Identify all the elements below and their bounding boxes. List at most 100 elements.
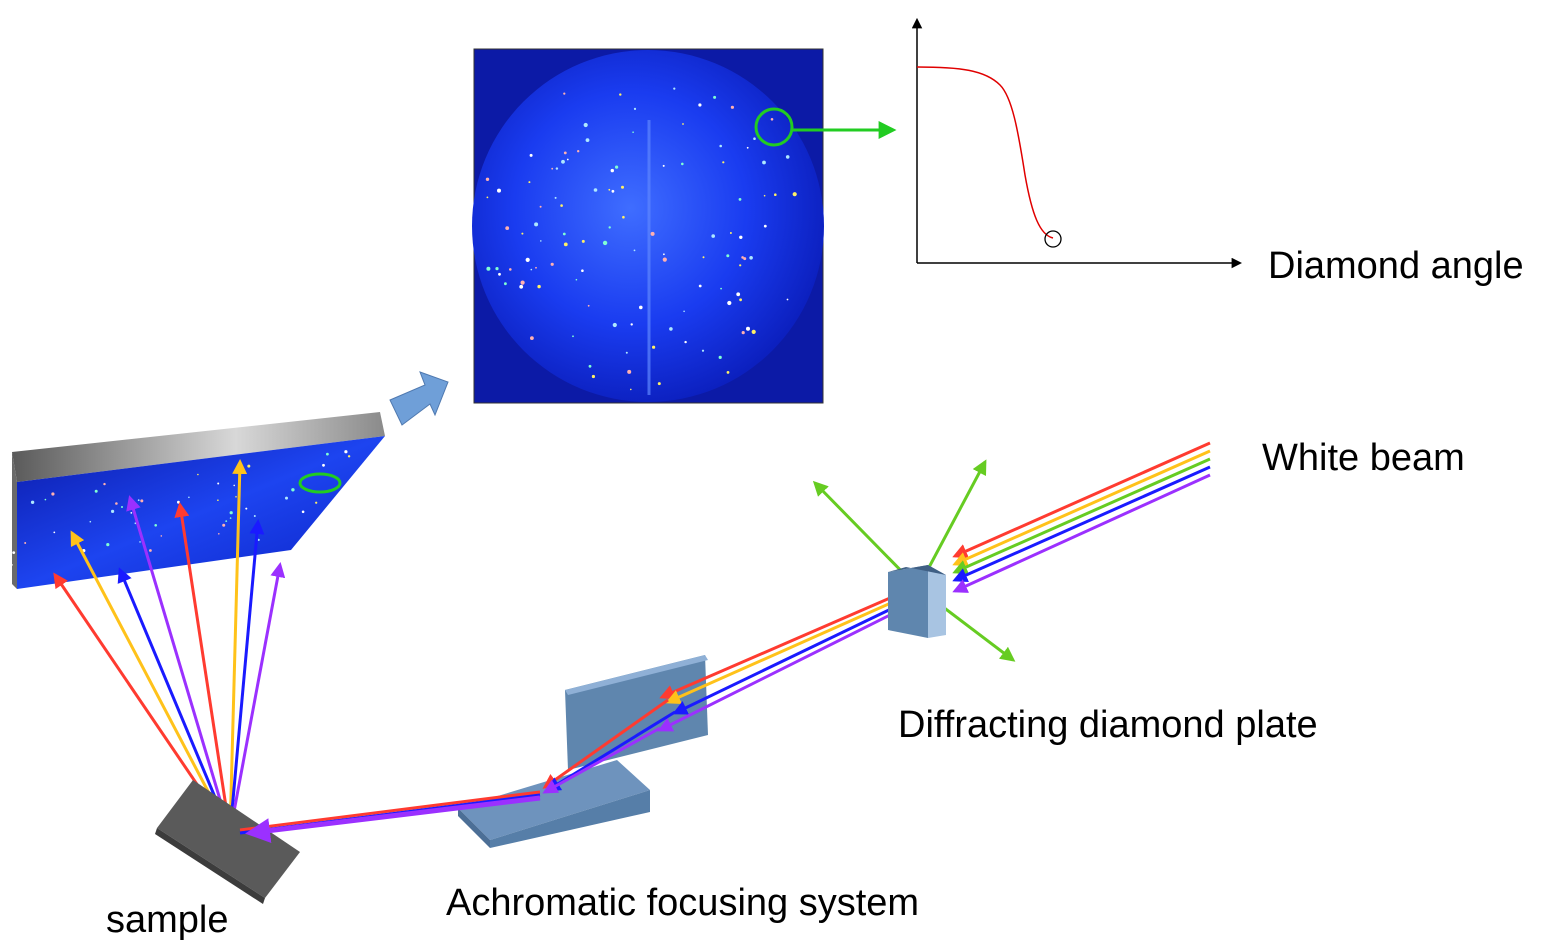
laue-spot <box>530 336 534 340</box>
diffracted-beam-red-2 <box>174 502 232 834</box>
laue-spot <box>662 164 665 167</box>
laue-spot <box>504 282 507 286</box>
laue-spot <box>540 240 542 242</box>
laue-spot <box>608 188 611 191</box>
laue-spot <box>486 266 491 271</box>
detector-spot <box>53 531 56 534</box>
laue-spot <box>563 151 567 155</box>
laue-spot <box>669 327 673 331</box>
detector-spot <box>89 520 92 523</box>
intensity-plot: Diamond angle <box>911 17 1524 287</box>
sample-label: sample <box>106 899 229 941</box>
laue-spot <box>563 242 568 247</box>
detector-spot <box>347 455 351 458</box>
laue-spot <box>683 310 685 313</box>
detector-spot <box>301 510 305 514</box>
laue-spot <box>572 335 574 338</box>
laue-spot <box>593 188 598 192</box>
laue-spot <box>633 107 637 110</box>
diffracted-beams <box>53 459 286 834</box>
detector-spot <box>326 452 329 456</box>
laue-spot <box>741 331 745 335</box>
white-beam-label: White beam <box>1262 437 1465 479</box>
laue-spot <box>727 300 732 306</box>
detector-spot <box>115 502 118 505</box>
detector-spot <box>235 496 237 498</box>
detector-spot <box>344 450 348 454</box>
detector-spot <box>222 523 226 527</box>
laue-spot <box>729 232 732 234</box>
laue-spot <box>575 278 578 281</box>
focused-beams <box>239 698 676 844</box>
detector-spot <box>51 492 55 496</box>
laue-spot <box>639 305 643 310</box>
laue-spot <box>657 382 661 386</box>
detector-spot <box>44 498 47 501</box>
laue-spot <box>534 222 539 227</box>
laue-spot <box>701 349 705 352</box>
laue-spot <box>615 165 619 169</box>
laue-spot <box>535 266 537 269</box>
laue-spot <box>785 155 790 159</box>
laue-spot <box>610 168 614 173</box>
laue-spot <box>520 280 525 285</box>
diffracted-beam-blue-1 <box>117 567 232 834</box>
diamond-plate <box>888 565 946 638</box>
white-beam <box>952 441 1211 593</box>
detector-spot <box>218 533 220 535</box>
laue-spot <box>509 268 512 271</box>
laue-spot <box>519 284 524 289</box>
detector-spot <box>130 512 133 514</box>
white-beam-yellow <box>952 449 1211 566</box>
reflected-beams <box>657 583 921 732</box>
laue-spot <box>682 123 684 125</box>
diamond-angle-label: Diamond angle <box>1268 245 1524 287</box>
laue-spot <box>621 185 624 189</box>
laue-spot <box>792 192 797 197</box>
intensity-curve <box>916 66 1054 239</box>
laue-spot <box>622 215 625 219</box>
laue-spot <box>762 160 766 165</box>
laue-spot <box>726 254 730 258</box>
detector-spot <box>94 489 98 493</box>
white-beam-violet <box>952 473 1211 593</box>
laue-spot <box>736 292 741 297</box>
laue-spot <box>630 388 632 391</box>
block-arrow-icon <box>389 371 449 426</box>
detector <box>10 412 385 589</box>
detector-spot <box>30 500 35 504</box>
laue-spot <box>602 240 608 246</box>
laue-spot <box>554 196 557 199</box>
laue-spot <box>718 355 722 359</box>
detector-spot <box>121 506 123 508</box>
detector-spot <box>139 541 141 543</box>
laue-spot <box>530 268 533 271</box>
laue-spot <box>525 257 530 262</box>
laue-spot <box>751 329 756 334</box>
laue-spot <box>619 93 622 96</box>
laue-spot <box>529 153 533 157</box>
detector-spot <box>322 463 325 467</box>
focusing-system-label: Achromatic focusing system <box>446 882 919 924</box>
detector-spot <box>140 499 144 503</box>
laue-spot <box>663 253 665 256</box>
detector-spot <box>154 524 157 527</box>
detector-spot <box>285 496 288 500</box>
focused-beam-violet <box>542 726 661 794</box>
sample-block <box>155 780 300 904</box>
laue-spot <box>608 226 611 229</box>
laue-spot <box>726 371 730 374</box>
laue-spot <box>577 150 580 153</box>
laue-spot <box>555 167 559 170</box>
detector-spot <box>12 551 16 554</box>
laue-spot <box>625 351 628 354</box>
diffracting-plate-label: Diffracting diamond plate <box>898 704 1318 746</box>
laue-spot <box>719 144 722 148</box>
laue-spot <box>786 298 789 301</box>
laue-spot <box>698 284 702 288</box>
reflected-beam-violet <box>657 598 921 732</box>
laue-spot <box>722 161 725 164</box>
laue-spots <box>485 87 797 391</box>
white-beam-red <box>952 441 1211 558</box>
detector-spot <box>134 522 137 525</box>
